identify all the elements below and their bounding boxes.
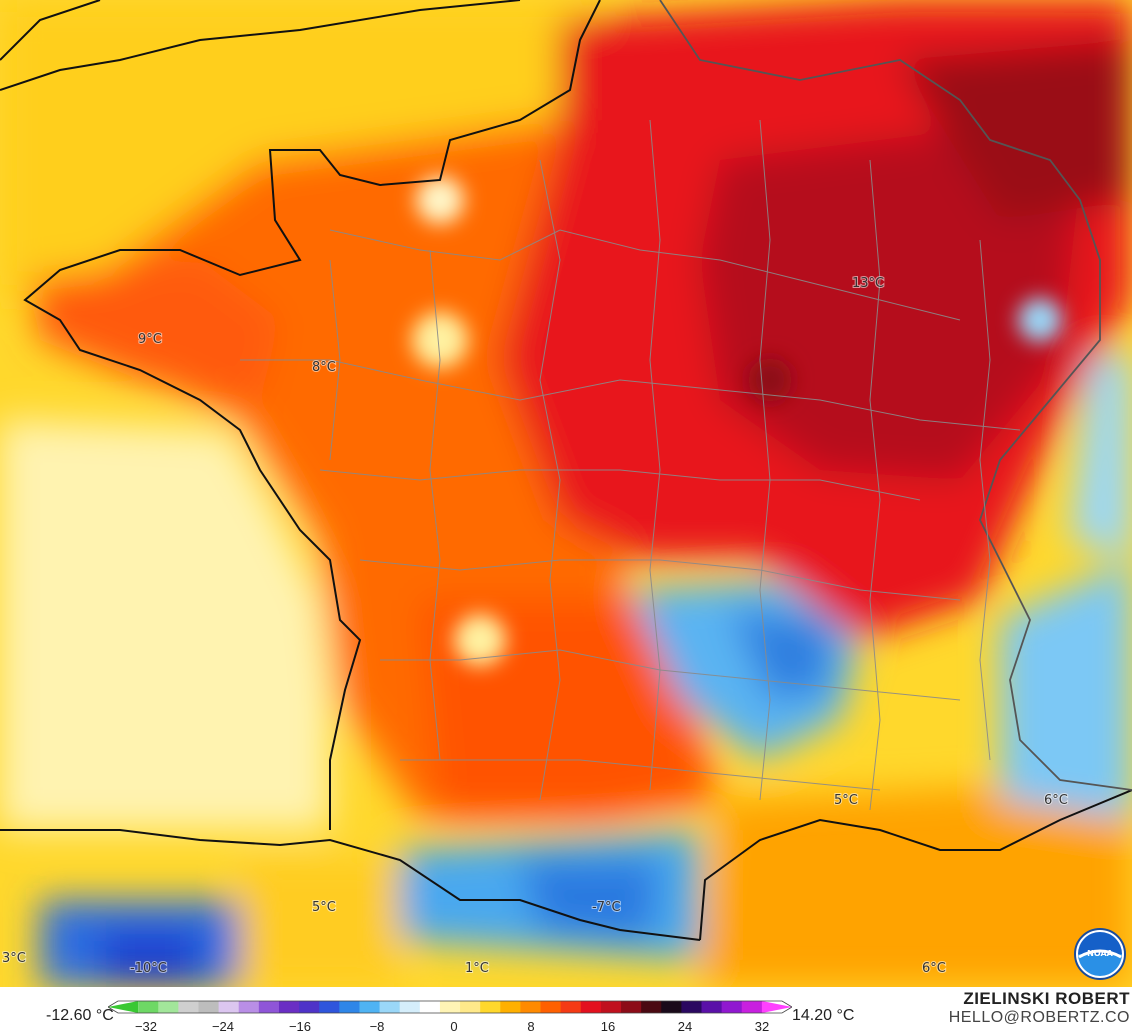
color-swatch — [238, 1001, 260, 1013]
color-swatch — [399, 1001, 421, 1013]
coastline — [0, 0, 1132, 941]
legend-tick: 32 — [754, 1019, 770, 1034]
legend-tick: 24 — [677, 1019, 693, 1034]
map-label: 13°C — [852, 276, 884, 291]
color-swatch — [379, 1001, 401, 1013]
map-label: 5°C — [312, 900, 336, 915]
color-swatch — [540, 1001, 562, 1013]
map-label: 6°C — [922, 961, 946, 976]
color-swatch — [278, 1001, 300, 1013]
color-swatch — [218, 1001, 240, 1013]
color-scale-outline — [108, 1000, 792, 1014]
map-label: 6°C — [1044, 793, 1068, 808]
legend-tick: −32 — [134, 1019, 158, 1034]
author-email: HELLO@ROBERTZ.CO — [948, 1009, 1130, 1026]
color-swatch — [198, 1001, 220, 1013]
temperature-labels: 13°C 9°C 8°C 5°C 5°C -7°C -10°C 3°C 1°C … — [1, 275, 1069, 977]
color-swatch — [741, 1001, 763, 1013]
color-swatch — [319, 1001, 340, 1013]
map-label: 9°C — [138, 332, 162, 347]
color-swatch — [500, 1001, 522, 1013]
legend-bar: -12.60 °C −32 −24 −16 −8 0 8 16 24 32 14… — [0, 987, 1132, 1035]
legend-min: -12.60 °C — [46, 1007, 114, 1024]
color-swatch — [299, 1001, 320, 1013]
noaa-logo: NOAA — [1073, 927, 1127, 986]
color-swatch — [359, 1001, 381, 1013]
color-scale — [108, 1000, 792, 1014]
color-swatch — [138, 1001, 159, 1013]
department-borders — [240, 119, 1021, 811]
color-swatch — [580, 1001, 602, 1013]
map-label: 3°C — [2, 951, 26, 966]
legend-tick: −24 — [211, 1019, 235, 1034]
temperature-map: 13°C 9°C 8°C 5°C 5°C -7°C -10°C 3°C 1°C … — [0, 0, 1132, 987]
color-swatch — [520, 1001, 542, 1013]
color-swatch — [641, 1001, 662, 1013]
color-swatch — [621, 1001, 642, 1013]
color-swatch — [560, 1001, 582, 1013]
map-label: 1°C — [465, 961, 489, 976]
color-swatch — [439, 1001, 461, 1013]
color-swatch — [108, 1001, 139, 1013]
color-swatch — [419, 1001, 441, 1013]
color-swatch — [721, 1001, 743, 1013]
map-label: -10°C — [130, 961, 167, 976]
color-swatch — [761, 1001, 792, 1013]
color-swatch — [681, 1001, 703, 1013]
legend-tick: 0 — [450, 1019, 458, 1034]
legend-tick: 16 — [600, 1019, 616, 1034]
color-swatch — [339, 1001, 361, 1013]
color-swatch — [661, 1001, 682, 1013]
author-name: ZIELINSKI ROBERT — [963, 989, 1130, 1008]
color-swatch — [178, 1001, 200, 1013]
logo-text: NOAA — [1087, 949, 1113, 958]
color-swatch — [600, 1001, 622, 1013]
map-label: -7°C — [592, 900, 621, 915]
map-label: 8°C — [312, 360, 336, 375]
legend-tick: −8 — [369, 1019, 385, 1034]
country-border — [659, 0, 1132, 791]
legend-tick: 8 — [527, 1019, 535, 1034]
legend-max: 14.20 °C — [792, 1007, 855, 1024]
color-swatch — [158, 1001, 179, 1013]
legend-tick: −16 — [288, 1019, 312, 1034]
color-swatch — [480, 1001, 501, 1013]
color-swatch — [258, 1001, 280, 1013]
color-swatch — [460, 1001, 481, 1013]
map-label: 5°C — [834, 793, 858, 808]
color-swatch — [701, 1001, 723, 1013]
